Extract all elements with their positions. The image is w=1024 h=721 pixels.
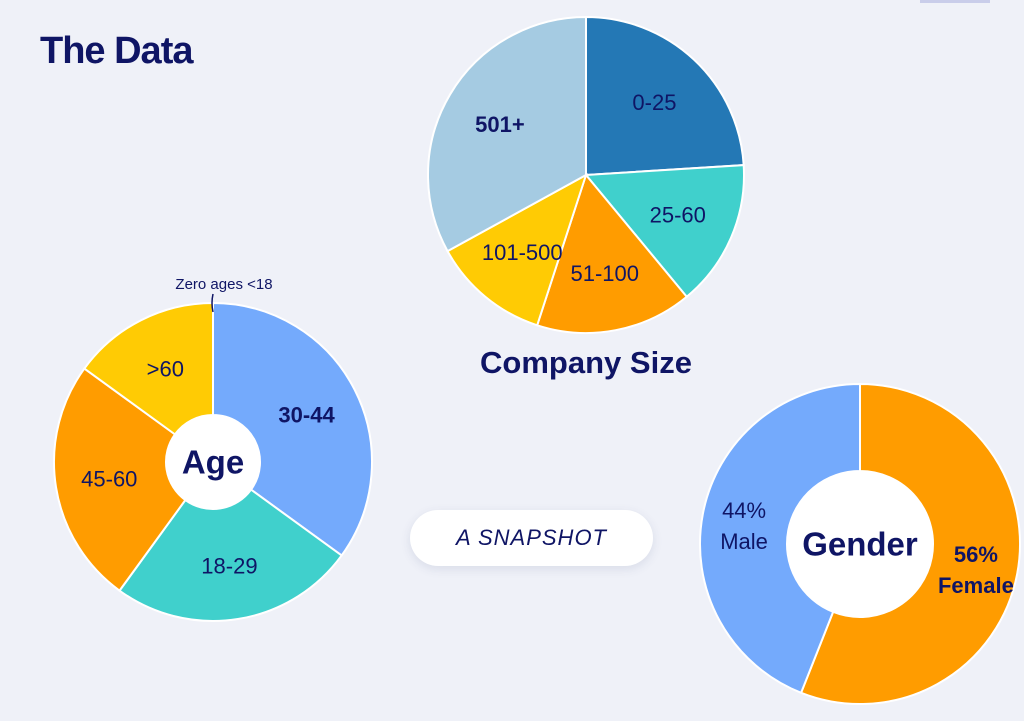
donut-hole-age [166, 415, 260, 509]
page-title: The Data [40, 30, 193, 72]
label-56: 56% [954, 542, 998, 567]
label-0-25: 0-25 [632, 90, 676, 115]
age-chart: 30-44 18-29 45-60 >60 Age Zero ages <18 [53, 276, 373, 622]
label-18-29: 18-29 [201, 554, 257, 579]
label-44: 44% [722, 498, 766, 523]
slice-51-100 [535, 172, 689, 334]
snapshot-badge: A SNAPSHOT [410, 510, 653, 566]
company-size-chart: 0-25 25-60 51-100 101-500 501+ Company Size [427, 15, 745, 380]
chart-title-gender: Gender [802, 526, 918, 563]
slice-101-500 [446, 172, 588, 327]
gender-chart: 56% Female 44% Male Gender [699, 382, 1021, 705]
annotation-leader-line [211, 293, 214, 313]
snapshot-label: A SNAPSHOT [456, 525, 607, 550]
slice-25-60 [583, 164, 745, 299]
sublabel-male: Male [720, 529, 768, 554]
donut-hole-gender [787, 471, 933, 617]
label-45-60: 45-60 [81, 466, 137, 491]
annotation-zero-under-18: Zero ages <18 [175, 276, 272, 293]
label-30-44: 30-44 [278, 402, 335, 427]
label-60: >60 [147, 356, 184, 381]
chart-title-age: Age [182, 444, 244, 481]
chart-title-company-size: Company Size [480, 345, 692, 380]
corner-accent-bar [920, 0, 990, 3]
slice-501 [427, 15, 587, 253]
sublabel-female: Female [938, 573, 1014, 598]
label-501: 501+ [475, 112, 525, 137]
label-25-60: 25-60 [650, 203, 706, 228]
slice-0-25 [585, 15, 745, 177]
label-101-500: 101-500 [482, 240, 563, 265]
label-51-100: 51-100 [570, 261, 639, 286]
